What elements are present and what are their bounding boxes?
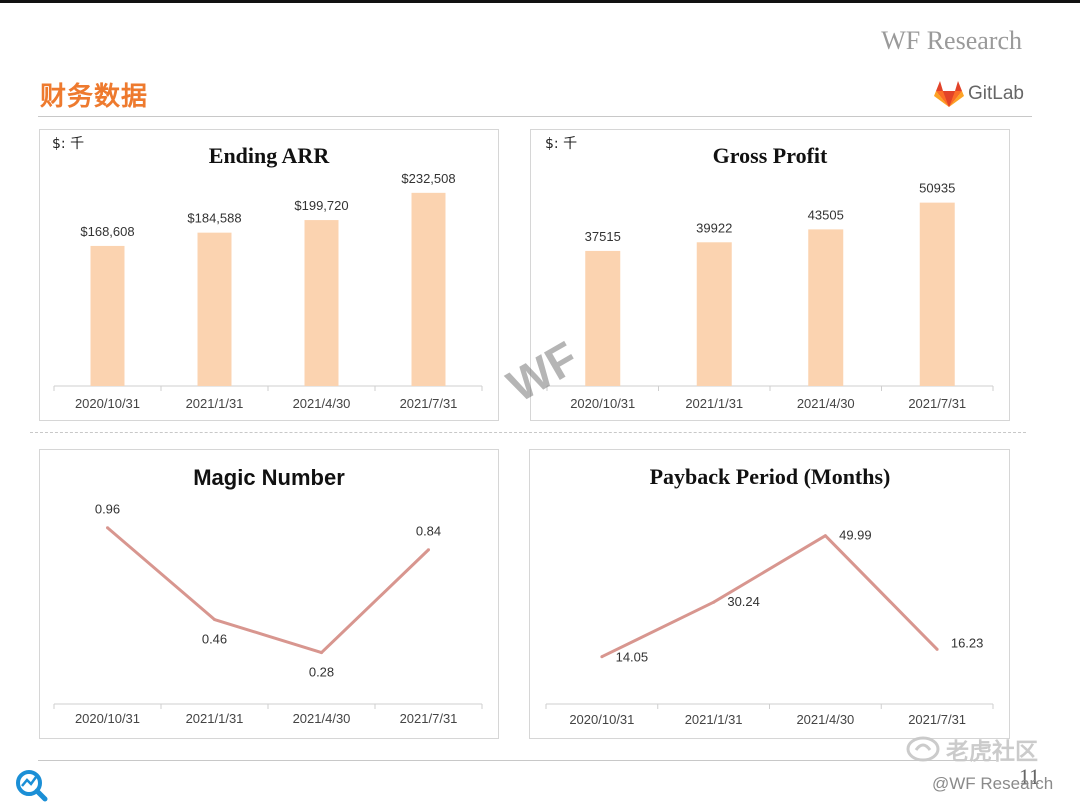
ending-arr-bar <box>90 245 125 386</box>
magic-number-point <box>320 651 323 655</box>
payback-period-point <box>823 534 827 538</box>
gross-profit-unit: $: 千 <box>545 136 577 152</box>
gross-profit-bar <box>585 250 621 386</box>
ending-arr-data-label: $184,588 <box>187 211 241 226</box>
magic-number-data-label: 0.96 <box>95 502 120 517</box>
payback-period-tick-label: 2021/4/30 <box>796 712 854 727</box>
brand-name: WF Research <box>881 26 1022 55</box>
magic-number-point <box>106 526 109 530</box>
payback-period-data-label: 14.05 <box>616 650 649 665</box>
ending-arr-tick-label: 2020/10/31 <box>75 396 140 411</box>
ending-arr-data-label: $168,608 <box>80 224 134 239</box>
gross-profit-bar <box>919 202 955 386</box>
gross-profit-title: Gross Profit <box>713 143 828 168</box>
gross-profit-tick-label: 2021/4/30 <box>797 396 855 411</box>
ending-arr-tick-label: 2021/7/31 <box>400 396 458 411</box>
ending-arr-panel: $: 千 Ending ARR 2020/10/31 2021/1/31 2021/… <box>39 129 499 421</box>
ending-arr-unit: $: 千 <box>52 136 84 152</box>
ending-arr-data-label: $232,508 <box>401 171 455 186</box>
gitlab-logo: GitLab <box>934 80 1024 108</box>
payback-period-tick-label: 2020/10/31 <box>569 712 634 727</box>
ending-arr-tick-label: 2021/4/30 <box>293 396 351 411</box>
payback-period-series-line <box>601 534 939 659</box>
gross-profit-chart: $: 千 Gross Profit 2020/10/31 2021/1/31 202… <box>545 136 994 411</box>
payback-period-title: Payback Period (Months) <box>650 464 891 489</box>
payback-period-data-label: 30.24 <box>727 594 760 609</box>
gross-profit-tick-label: 2020/10/31 <box>570 396 635 411</box>
ending-arr-bar <box>304 220 339 386</box>
payback-period-panel: Payback Period (Months) 2020/10/31 2021/1… <box>529 449 1010 739</box>
gross-profit-data-label: 43505 <box>808 207 844 222</box>
gitlab-label: GitLab <box>968 83 1024 104</box>
magic-number-tick-label: 2020/10/31 <box>75 711 140 726</box>
tiger-community-icon <box>906 736 940 762</box>
magic-number-tick-label: 2021/1/31 <box>186 711 244 726</box>
magic-number-tick-label: 2021/7/31 <box>400 711 458 726</box>
payback-period-data-label: 49.99 <box>839 528 872 543</box>
payback-period-tick-label: 2021/7/31 <box>908 712 966 727</box>
magic-number-point <box>427 548 430 552</box>
ending-arr-bar <box>197 232 232 386</box>
magic-number-title: Magic Number <box>193 465 345 490</box>
magic-number-data-label: 0.46 <box>202 632 227 647</box>
gross-profit-data-label: 37515 <box>585 229 621 244</box>
page-title: 财务数据 <box>40 81 149 111</box>
gitlab-fox-icon <box>934 81 965 107</box>
magic-number-data-label: 0.84 <box>416 524 441 539</box>
payback-period-chart: Payback Period (Months) 2020/10/31 2021/1… <box>545 464 994 727</box>
ending-arr-tick-label: 2021/1/31 <box>186 396 244 411</box>
footer-rule <box>38 760 996 761</box>
magic-number-chart: Magic Number 2020/10/31 2021/1/31 2021/4/3… <box>53 465 483 726</box>
social-handle: @WF Research <box>932 774 1054 793</box>
gross-profit-tick-label: 2021/7/31 <box>908 396 966 411</box>
page-number: 11 <box>1018 764 1040 789</box>
magic-number-series-line <box>106 526 430 655</box>
ending-arr-chart: $: 千 Ending ARR 2020/10/31 2021/1/31 2021/… <box>52 136 483 411</box>
magic-number-panel: Magic Number 2020/10/31 2021/1/31 2021/4/3… <box>39 449 499 739</box>
magic-number-point <box>213 618 216 622</box>
payback-period-data-label: 16.23 <box>951 635 984 650</box>
title-rule <box>38 116 1032 117</box>
magic-number-tick-label: 2021/4/30 <box>293 711 351 726</box>
gross-profit-bar <box>696 242 732 386</box>
gross-profit-bar <box>808 229 844 386</box>
social-name: 老虎社区 <box>946 739 1038 765</box>
gross-profit-data-label: 50935 <box>919 181 955 196</box>
payback-period-point <box>600 655 604 659</box>
ending-arr-bar <box>411 192 446 386</box>
wf-logo <box>14 768 48 807</box>
top-rule <box>0 0 1080 3</box>
ending-arr-data-label: $199,720 <box>294 198 348 213</box>
magic-number-data-label: 0.28 <box>309 665 334 680</box>
payback-period-tick-label: 2021/1/31 <box>685 712 743 727</box>
payback-period-point <box>935 647 939 651</box>
gross-profit-data-label: 39922 <box>696 220 732 235</box>
payback-period-point <box>712 600 716 604</box>
section-divider <box>30 432 1026 433</box>
social-watermark: 老虎社区 <box>906 732 1038 766</box>
gross-profit-tick-label: 2021/1/31 <box>685 396 743 411</box>
magnifier-chart-icon <box>16 770 48 802</box>
ending-arr-title: Ending ARR <box>209 143 331 168</box>
gross-profit-panel: $: 千 Gross Profit 2020/10/31 2021/1/31 202… <box>530 129 1010 421</box>
